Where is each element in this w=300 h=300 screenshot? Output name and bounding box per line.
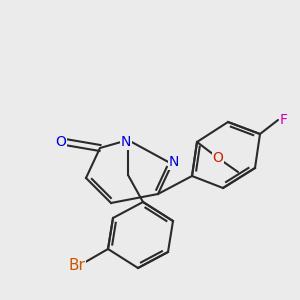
Text: O: O [213,151,224,165]
Text: Br: Br [69,259,86,274]
Text: N: N [169,155,179,169]
Text: F: F [280,113,288,127]
Text: O: O [56,135,66,149]
Text: N: N [121,135,131,149]
